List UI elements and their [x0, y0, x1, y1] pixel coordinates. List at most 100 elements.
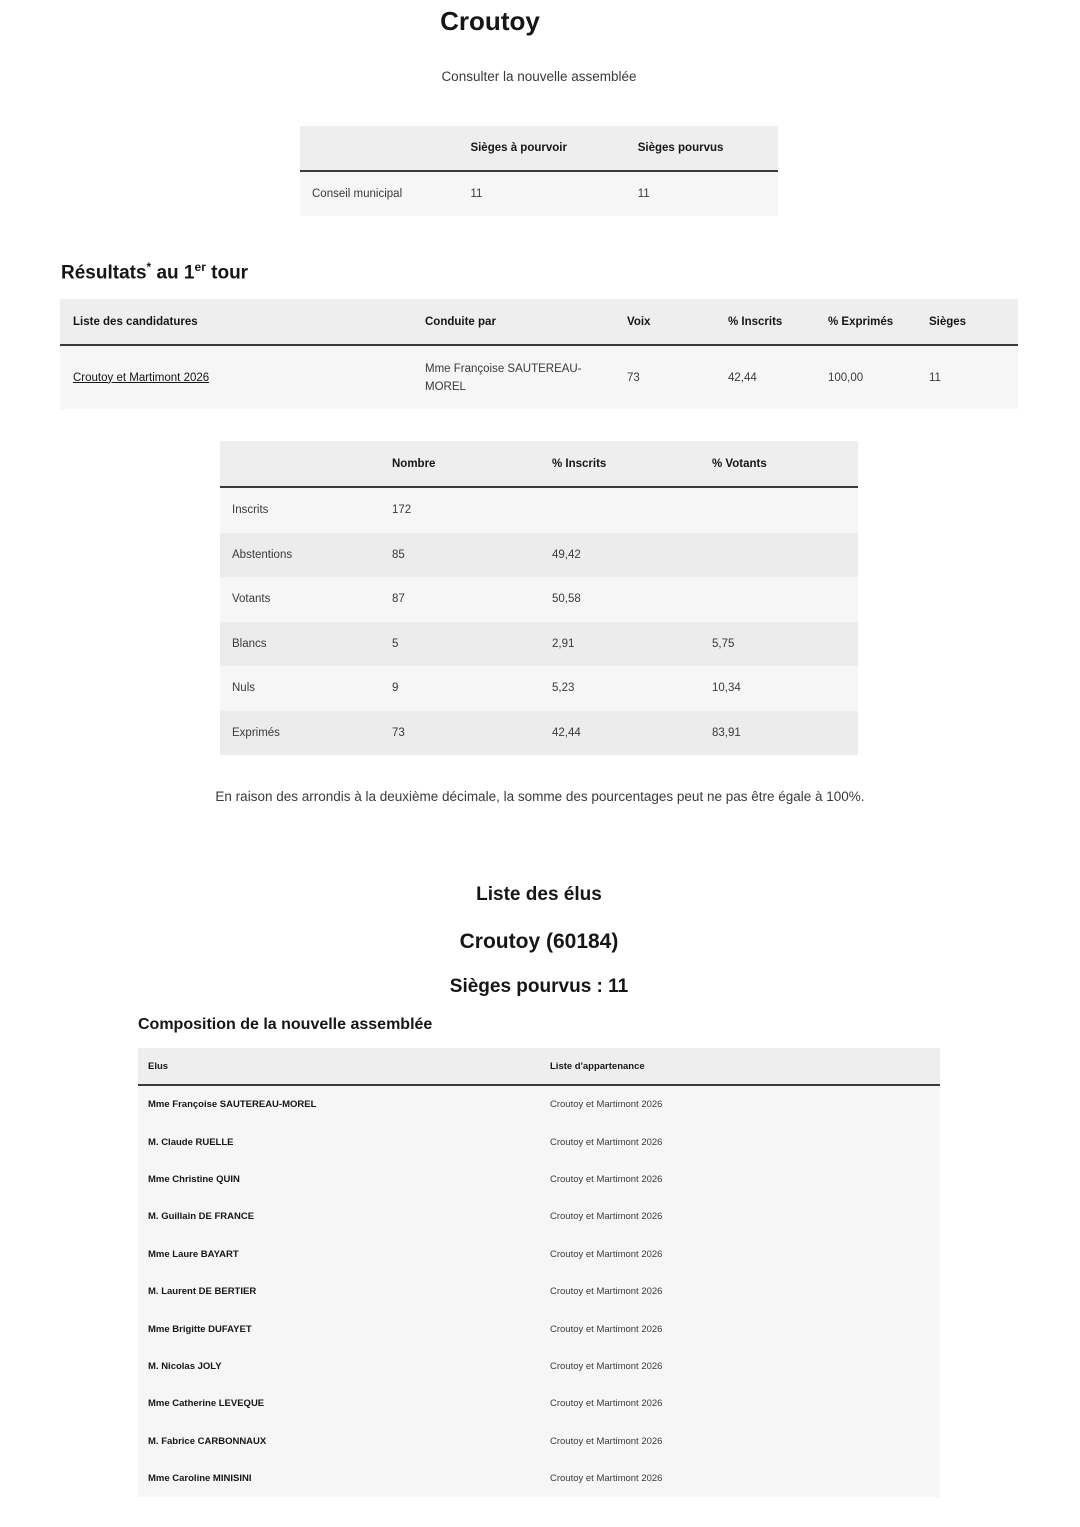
heading-text: Résultats	[61, 262, 147, 284]
cell: 49,42	[540, 532, 700, 577]
cell: 11	[625, 171, 778, 216]
table-row: Blancs 5 2,91 5,75	[220, 621, 858, 666]
cell	[700, 577, 858, 622]
column-header: Sièges à pourvoir	[458, 126, 626, 172]
seats-table: Sièges à pourvoir Sièges pourvus Conseil…	[300, 126, 778, 216]
cell: 5,75	[700, 621, 858, 666]
list-name: Croutoy et Martimont 2026	[540, 1310, 940, 1348]
cell: 5	[380, 621, 540, 666]
column-header: Nombre	[380, 441, 540, 488]
results-table: Liste des candidatures Conduite par Voix…	[60, 299, 1018, 409]
column-header: Sièges	[916, 299, 1018, 346]
table-row: Votants 87 50,58	[220, 577, 858, 622]
cell: 50,58	[540, 577, 700, 622]
participation-table: Nombre % Inscrits % Votants Inscrits 172 A…	[220, 441, 858, 755]
cell	[700, 487, 858, 533]
results-heading: Résultats* au 1er tour	[61, 260, 248, 284]
cell	[700, 532, 858, 577]
cell: 5,23	[540, 666, 700, 711]
cell: Blancs	[220, 621, 380, 666]
list-name: Croutoy et Martimont 2026	[540, 1160, 940, 1199]
table-row: M. Laurent DE BERTIER Croutoy et Martimon…	[138, 1272, 940, 1311]
column-header: % Inscrits	[715, 299, 815, 346]
cell: 10,34	[700, 666, 858, 711]
elected-name: M. Guillain DE FRANCE	[138, 1198, 540, 1236]
column-header: Liste des candidatures	[60, 299, 412, 346]
elus-heading: Liste des élus	[476, 884, 602, 905]
column-header: % Inscrits	[540, 441, 700, 488]
cell: 83,91	[700, 710, 858, 755]
table-row: Mme Françoise SAUTEREAU-MOREL Croutoy et …	[138, 1085, 940, 1124]
elected-name: Mme Christine QUIN	[138, 1160, 540, 1199]
list-name: Croutoy et Martimont 2026	[540, 1235, 940, 1273]
table-row: Croutoy et Martimont 2026 Mme Françoise …	[60, 345, 1018, 409]
table-header: Sièges à pourvoir Sièges pourvus	[300, 126, 778, 172]
table-header: Nombre % Inscrits % Votants	[220, 441, 858, 488]
column-header	[300, 126, 459, 172]
table-row: Abstentions 85 49,42	[220, 532, 858, 577]
column-header: Sièges pourvus	[625, 126, 778, 172]
cell: 42,44	[715, 345, 815, 409]
elected-name: M. Nicolas JOLY	[138, 1347, 540, 1386]
cell: Abstentions	[220, 532, 380, 577]
table-row: Mme Caroline MINISINI Croutoy et Martimon…	[138, 1459, 940, 1498]
heading-text: au 1	[151, 262, 195, 284]
cell: 9	[380, 666, 540, 711]
list-name: Croutoy et Martimont 2026	[540, 1385, 940, 1423]
cell: Mme Françoise SAUTEREAU-MOREL	[412, 345, 614, 409]
table-header: Elus Liste d'appartenance	[138, 1048, 940, 1086]
cell: 11	[916, 345, 1018, 409]
heading-sup: er	[194, 260, 206, 274]
cell: 85	[380, 532, 540, 577]
cell: 42,44	[540, 710, 700, 755]
table-row: Exprimés 73 42,44 83,91	[220, 710, 858, 755]
cell: 172	[380, 487, 540, 533]
elected-name: Mme Françoise SAUTEREAU-MOREL	[138, 1085, 540, 1124]
cell	[540, 487, 700, 533]
elected-name: Mme Laure BAYART	[138, 1235, 540, 1273]
list-name: Croutoy et Martimont 2026	[540, 1198, 940, 1236]
seats-filled-heading: Sièges pourvus : 11	[449, 976, 629, 997]
cell: 87	[380, 577, 540, 622]
page-title: Croutoy	[440, 6, 540, 36]
list-name: Croutoy et Martimont 2026	[540, 1123, 940, 1161]
heading-star: *	[146, 260, 152, 274]
list-name: Croutoy et Martimont 2026	[540, 1272, 940, 1311]
elected-name: Mme Brigitte DUFAYET	[138, 1310, 540, 1348]
table-row: Mme Laure BAYART Croutoy et Martimont 202…	[138, 1235, 940, 1273]
commune-heading: Croutoy (60184)	[459, 930, 619, 953]
table-row: Mme Christine QUIN Croutoy et Martimont 2…	[138, 1160, 940, 1199]
cell: Inscrits	[220, 487, 380, 533]
list-name: Croutoy et Martimont 2026	[540, 1085, 940, 1124]
list-name: Croutoy et Martimont 2026	[540, 1459, 940, 1498]
elus-table: Elus Liste d'appartenance Mme Françoise …	[138, 1048, 940, 1498]
cell: Votants	[220, 577, 380, 622]
table-row: Nuls 9 5,23 10,34	[220, 666, 858, 711]
table-row: Mme Catherine LEVEQUE Croutoy et Martimon…	[138, 1385, 940, 1423]
list-link[interactable]: Croutoy et Martimont 2026	[73, 371, 210, 384]
table-row: Inscrits 172	[220, 487, 858, 533]
table-row: Conseil municipal 11 11	[300, 171, 778, 216]
rounding-note: En raison des arrondis à la deuxième déc…	[215, 789, 865, 804]
table-row: M. Claude RUELLE Croutoy et Martimont 202…	[138, 1123, 940, 1161]
elected-name: Mme Catherine LEVEQUE	[138, 1385, 540, 1423]
composition-heading: Composition de la nouvelle assemblée	[138, 1016, 433, 1033]
cell: 73	[614, 345, 715, 409]
cell: 100,00	[815, 345, 916, 409]
cell: Nuls	[220, 666, 380, 711]
column-header	[220, 441, 380, 488]
elected-name: Mme Caroline MINISINI	[138, 1459, 540, 1498]
consult-assembly-link[interactable]: Consulter la nouvelle assemblée	[441, 69, 637, 84]
elected-name: M. Claude RUELLE	[138, 1123, 540, 1161]
cell: 2,91	[540, 621, 700, 666]
column-header: Conduite par	[412, 299, 614, 346]
table-row: M. Guillain DE FRANCE Croutoy et Martimon…	[138, 1198, 940, 1236]
elected-name: M. Laurent DE BERTIER	[138, 1272, 540, 1311]
elected-name: M. Fabrice CARBONNAUX	[138, 1422, 540, 1460]
column-header: % Exprimés	[815, 299, 916, 346]
cell: Croutoy et Martimont 2026	[60, 345, 412, 409]
column-header: Voix	[614, 299, 715, 346]
table-row: M. Nicolas JOLY Croutoy et Martimont 2026	[138, 1347, 940, 1386]
table-row: Mme Brigitte DUFAYET Croutoy et Martimont…	[138, 1310, 940, 1348]
